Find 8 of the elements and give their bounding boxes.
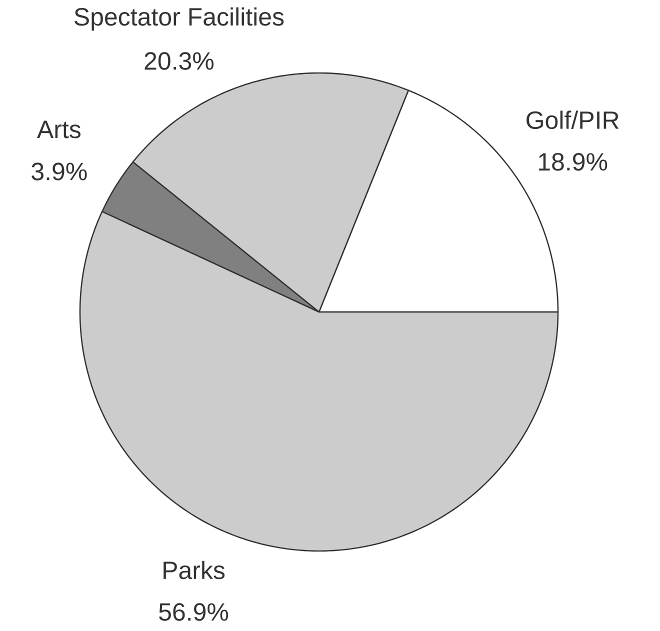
data-label: 20.3% bbox=[144, 52, 214, 70]
slice-label: Spectator Facilities bbox=[74, 7, 284, 31]
slice-label: Arts bbox=[36, 120, 80, 138]
data-label: 18.9% bbox=[539, 152, 608, 171]
slice-label: Golf/PIR bbox=[526, 110, 619, 130]
data-label: 3.9% bbox=[32, 162, 87, 180]
data-label: 56.9% bbox=[159, 603, 228, 621]
slice-label: Parks bbox=[164, 560, 225, 580]
